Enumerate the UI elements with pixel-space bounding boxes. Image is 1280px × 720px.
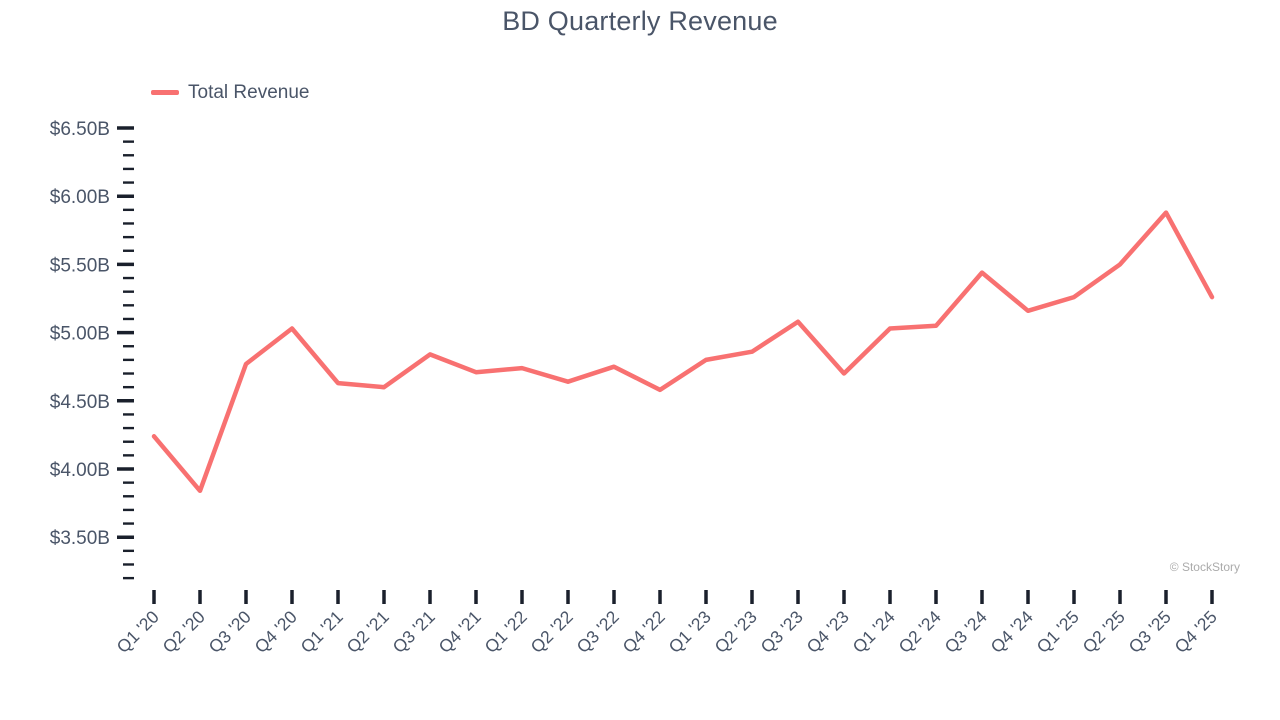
x-axis-tick-label: Q4 '21 [435,607,485,657]
x-axis-tick-label: Q1 '20 [113,606,163,656]
x-axis-tick-label: Q3 '20 [205,606,255,656]
x-axis-tick-label: Q2 '25 [1079,607,1129,657]
x-axis-tick-label: Q2 '20 [159,606,209,656]
x-axis-tick-label: Q2 '24 [895,606,945,656]
x-axis-tick-label: Q1 '25 [1033,607,1083,657]
chart-title: BD Quarterly Revenue [502,6,778,36]
x-axis-tick-label: Q1 '22 [481,607,531,657]
x-axis-tick-label: Q2 '22 [527,607,577,657]
y-axis-tick-label: $3.50B [50,528,110,549]
y-axis-tick-label: $6.50B [50,119,110,140]
x-axis-tick-label: Q3 '21 [389,607,439,657]
y-axis-tick-label: $6.00B [50,187,110,208]
x-axis-tick-label: Q3 '23 [757,607,807,657]
y-axis-tick-label: $4.00B [50,460,110,481]
legend-line-swatch [151,90,179,95]
x-axis-tick-label: Q2 '21 [343,607,393,657]
x-axis-tick-label: Q3 '25 [1125,607,1175,657]
x-axis-tick-label: Q1 '21 [297,607,347,657]
x-axis-tick-label: Q4 '23 [803,607,853,657]
y-axis-tick-label: $5.00B [50,324,110,345]
y-axis-tick-label: $4.50B [50,392,110,413]
x-axis-tick-label: Q1 '24 [849,606,899,656]
x-axis-tick-label: Q4 '25 [1171,607,1221,657]
x-axis-tick-label: Q2 '23 [711,607,761,657]
legend-label: Total Revenue [188,82,310,103]
y-axis-tick-label: $5.50B [50,255,110,276]
legend: Total Revenue [151,83,309,102]
x-axis-tick-label: Q4 '24 [987,606,1037,656]
x-axis-tick-label: Q3 '22 [573,607,623,657]
x-axis-tick-label: Q1 '23 [665,607,715,657]
x-axis-tick-label: Q4 '22 [619,607,669,657]
watermark: © StockStory [1169,560,1240,574]
revenue-line [151,210,1215,494]
x-axis-tick-label: Q4 '20 [251,606,301,656]
x-axis-tick-label: Q3 '24 [941,606,991,656]
